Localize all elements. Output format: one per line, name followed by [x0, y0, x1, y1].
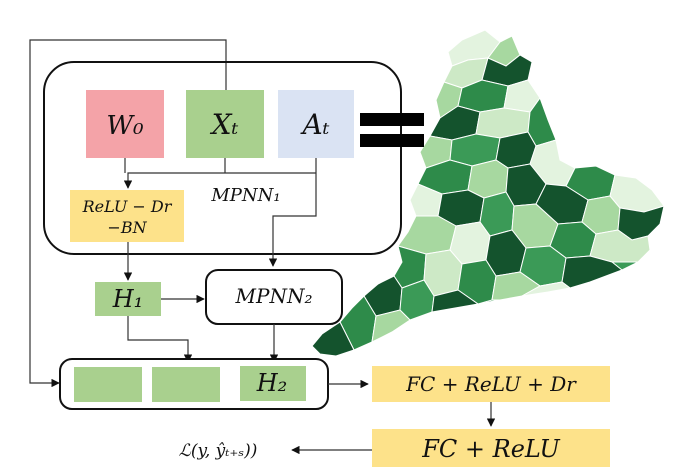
relu-dr-label: ReLU − Dr	[82, 197, 173, 216]
at-label: Aₜ	[299, 108, 329, 141]
output-tile-1	[74, 367, 142, 402]
england-regions-map	[311, 29, 665, 357]
w0-label: W₀	[106, 111, 144, 141]
fc-relu-dr-box	[372, 366, 610, 402]
loss-label: ℒ(y, ŷₜ₊ₛ))	[179, 441, 258, 461]
xt-tile	[186, 90, 264, 158]
h1-label: H₁	[112, 285, 144, 313]
fc-relu-label: FC + ReLU	[421, 435, 560, 463]
relu-dr-bn-box	[70, 190, 184, 242]
mpnn1-label: MPNN₁	[210, 185, 280, 206]
output-connectors	[127, 316, 279, 363]
map-regions	[311, 29, 665, 357]
w0-tile	[86, 90, 164, 158]
xt-label: Xₜ	[210, 108, 239, 141]
at-tile	[278, 90, 354, 158]
h2-label: H₂	[256, 369, 288, 397]
output-tile-2	[152, 367, 220, 402]
bn-label: −BN	[107, 218, 147, 237]
mpnn1-connectors	[123, 158, 317, 267]
h2-tile	[240, 366, 306, 401]
h1-tile	[95, 282, 161, 316]
fc-relu-box	[372, 429, 610, 467]
skip-connection	[29, 39, 227, 388]
mpnn2-label: MPNN₂	[235, 284, 313, 308]
fc-relu-dr-label: FC + ReLU + Dr	[405, 372, 577, 396]
mpnn1-block	[43, 61, 402, 255]
equals-sign-icon	[360, 113, 424, 147]
